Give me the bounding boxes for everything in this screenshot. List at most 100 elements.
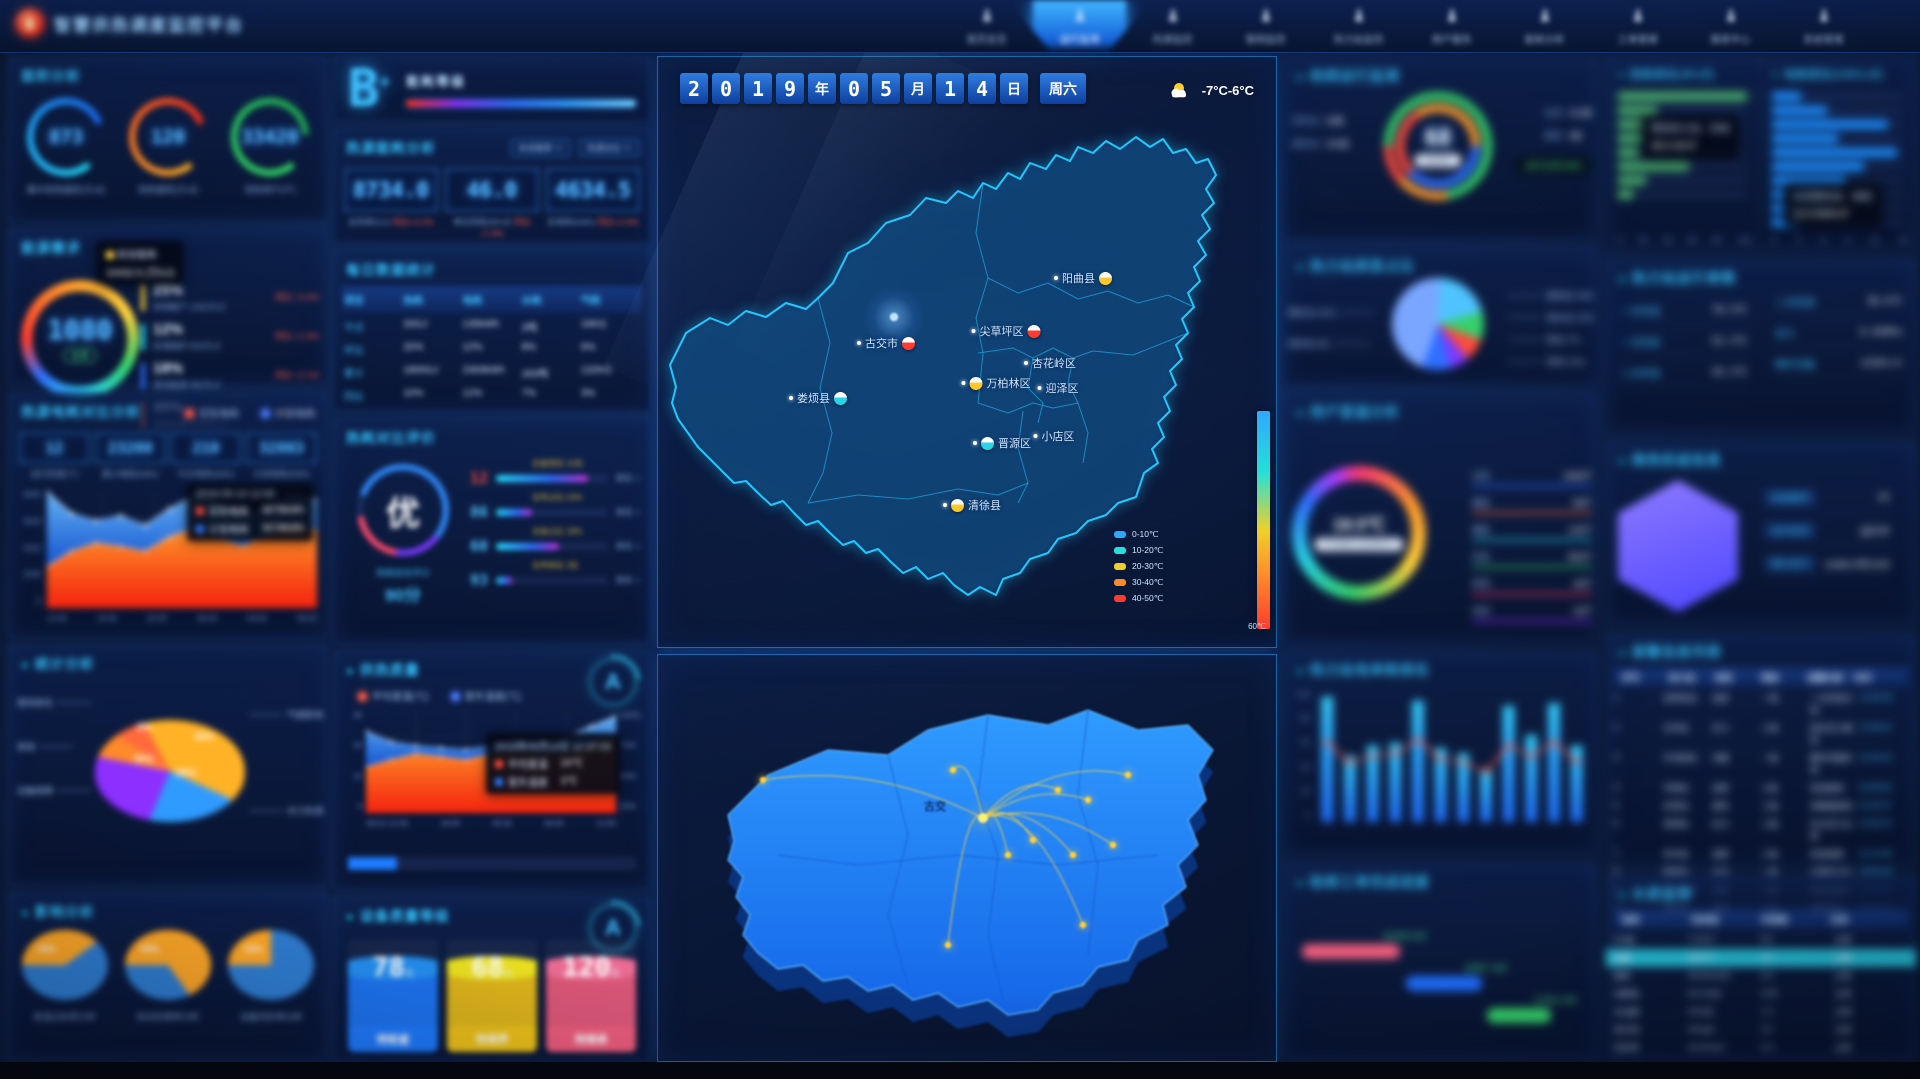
gauge-value: 120 (150, 126, 186, 148)
weather-marker-icon (951, 498, 964, 512)
nav-item[interactable]: 热力站监控 (1312, 0, 1405, 52)
unit-hexagon-graphic (1618, 480, 1738, 612)
map-district-marker[interactable]: 古交市 (857, 335, 915, 351)
legend-delta: 同比 +1.8% (275, 331, 319, 341)
ranking-link[interactable]: 排名 > (615, 507, 640, 517)
ranking-link[interactable]: 排名 > (615, 473, 640, 483)
stat-label: 总热耗(GJ) 同比+3.2% (348, 217, 434, 227)
map-district-marker[interactable]: 迎泽区 (1037, 380, 1079, 396)
panel-energy-demand: 能源需求 1080 优秀 综合能耗 10432.5 (万GJ) 25% 热电联产 … (8, 228, 328, 429)
nav-item[interactable]: 系统管理 (1777, 0, 1870, 52)
ranking-link[interactable]: 排名 > (615, 575, 640, 585)
map-district-marker[interactable]: 万柏林区 (961, 375, 1031, 391)
weather-marker-icon (1027, 324, 1041, 338)
legend-percent: 25% (153, 282, 184, 299)
stat-box-wrap: 4634.5 总电耗(kWh) 同比+2.6% (546, 168, 640, 238)
right-column-2: » 热耗排名(W/㎡) 0 20 40 60 80 100 晋阳热力站 · 热耗 38.5 W… (1605, 56, 1917, 1062)
station-dot (1054, 276, 1058, 280)
gauge-value: 873 (48, 126, 84, 148)
hbar-row (1618, 163, 1747, 170)
nav-label: 热源监控 (1152, 34, 1193, 46)
pie-callout: 设备故障 (17, 784, 95, 797)
nav-item[interactable]: 报表中心 (1684, 0, 1777, 52)
weekday-box: 周六 (1040, 73, 1086, 104)
station-dot (1033, 434, 1038, 438)
panel-title: » 热耗排名(W/㎡) (1618, 69, 1715, 81)
stat-box: 46.0 (445, 168, 539, 212)
nav-item[interactable]: 运行监测 (1033, 0, 1126, 52)
mini-pie-percent: 40% (37, 944, 56, 954)
ranking-link[interactable]: 排名 > (615, 541, 640, 551)
weather-marker-icon (1099, 271, 1112, 285)
map-district-marker[interactable]: 清徐县 (943, 497, 1001, 513)
nav-item[interactable]: 用户服务 (1405, 0, 1498, 52)
mini-pie-graphic: 40% (21, 930, 108, 1000)
user-statue-icon (1629, 7, 1647, 30)
map-district-marker[interactable]: 尖草坪区 (971, 323, 1041, 339)
stat-value: 32803 (258, 439, 305, 457)
station-dot (943, 503, 947, 507)
legend-item: 25% 热电联产 1350万㎡ 同比 +3.2% (141, 283, 319, 313)
weather-widget: -7°C-6°C (1166, 81, 1254, 99)
device-card: 120台 待维修 (546, 940, 636, 1052)
district-name: 尖草坪区 (979, 326, 1024, 338)
stat-label: 计划电耗(kWh) (253, 469, 310, 479)
bottom-black-bar (0, 1062, 1920, 1079)
panel-title: » 热力站类型占比 (1296, 258, 1415, 274)
area-gauge: 873 集中供热面积(万㎡) (18, 98, 114, 196)
filter-dropdown[interactable]: 热源对比 ∨ (579, 139, 640, 157)
nav-label: 报表中心 (1710, 34, 1751, 46)
scrollbar-thumb[interactable] (348, 857, 397, 870)
nav-item[interactable]: 热源监控 (1126, 0, 1219, 52)
map-district-marker[interactable]: 杏花岭区 (1024, 355, 1076, 371)
filter-dropdown[interactable]: 本采暖季 ∨ (510, 139, 572, 157)
nav-item[interactable]: 工单管理 (1591, 0, 1684, 52)
nav-item[interactable]: 能耗分析 (1498, 0, 1591, 52)
nav-label: 管网监控 (1245, 34, 1286, 46)
panel-title: » 影响分析 (21, 904, 95, 920)
table-row: 5 亲贤站 通讯 二级 采集器离线 11:42:37 (1614, 800, 1892, 811)
map-district-marker[interactable]: 晋源区 (973, 435, 1031, 451)
weather-marker-icon (981, 436, 994, 450)
pie-callout: 换热站 45% (1504, 289, 1594, 302)
map-district-marker[interactable]: 阳曲县 (1054, 270, 1112, 286)
weather-marker-icon (834, 391, 847, 405)
temperature-legend: 0-10℃ 10-20℃ 20-30℃ 30-40℃ 40-50℃ (1114, 524, 1264, 609)
table-row: PH值 7.0-9.0 8.5 正常 (1614, 934, 1852, 945)
status-pill: 运行正常 98% (1515, 156, 1592, 175)
district-name: 古交市 (865, 338, 898, 350)
nav-item[interactable]: 管网监控 (1219, 0, 1312, 52)
date-char-box: 5 (872, 73, 900, 104)
nav-label: 热力站监控 (1333, 34, 1384, 46)
evaluation-bar: 12 全省排名 12名 排名 > (469, 459, 640, 487)
donut-tooltip: 综合能耗 10432.5 (万GJ) (97, 241, 184, 284)
map-district-marker[interactable]: 小店区 (1033, 428, 1075, 444)
grade-gradient-bar (406, 100, 636, 107)
legend-delta: 同比 +3.2% (275, 292, 319, 302)
panel-title: » 电耗排名(kWh/㎡) (1772, 69, 1884, 81)
panel-statistic-analysis: » 统计分析 40% 20% 25% 8% 管网老化 其他 设备故障 气候影响 水力失调 (8, 644, 328, 886)
panel-station-params: » 热力站运行参数 一次供温 78.5℃ 一次回温 52.3℃ 二次供温 45.2℃ 二次回温… (1605, 258, 1917, 434)
gauge-label: 集中供热面积(万㎡) (27, 185, 105, 195)
pie-slice-percent: 25% (134, 754, 155, 765)
pie-callout: 水力失调 (245, 804, 323, 817)
panel-station-ranking: » 热力站电单耗排名 100 80 60 40 20 0 (1283, 650, 1599, 856)
table-row: 今日 20GJ 135kWh 2吨 16KG (344, 319, 607, 334)
bar-caption: 全市占比 15% (532, 493, 583, 502)
energy-demand-value: 1080 (47, 315, 113, 346)
nav-item[interactable]: 首页总览 (940, 0, 1033, 52)
stat-label: 今日电耗(kWh) (177, 469, 235, 479)
nav-label: 系统管理 (1803, 34, 1844, 46)
user-statue-icon (1443, 7, 1461, 30)
station-dot (857, 341, 861, 345)
stat-value: 8734.0 (353, 178, 429, 202)
gauge-label: 供热面积(万㎡) (138, 185, 198, 195)
legend-entry: 室外温度(℃) (450, 688, 521, 703)
map-district-marker[interactable]: 娄烦县 (789, 390, 847, 406)
date-char-box: 1 (936, 73, 964, 104)
station-dot (973, 441, 977, 445)
kv-item: 供热站 28座 (1292, 116, 1345, 126)
weather-marker-icon (902, 336, 915, 350)
temp-legend-item: 40-50℃ (1114, 593, 1264, 604)
panel-title: » 热力站运行参数 (1618, 270, 1737, 286)
